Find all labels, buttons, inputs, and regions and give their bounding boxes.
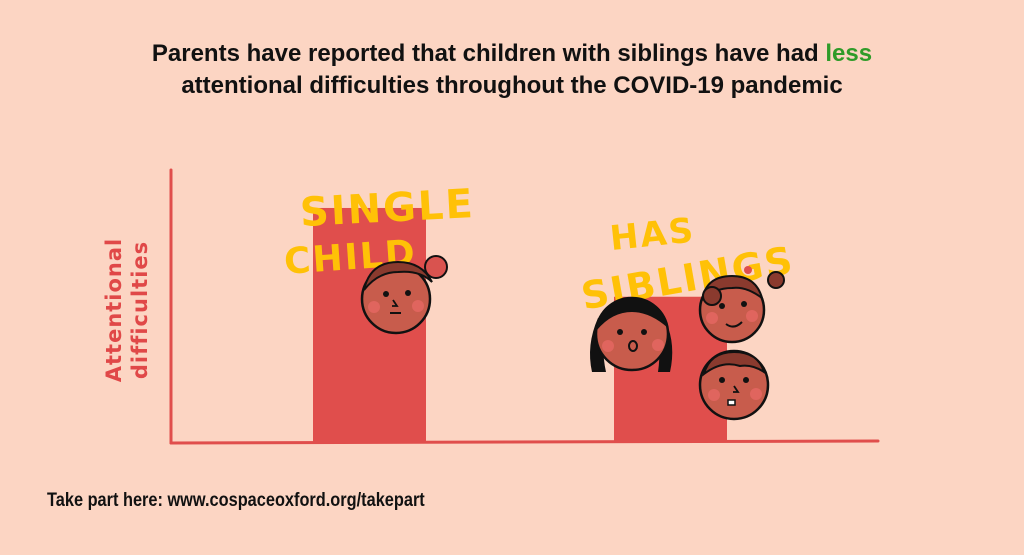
single-child-face-illustration <box>360 255 448 335</box>
title-line-1: Parents have reported that children with… <box>151 40 873 67</box>
y-axis-label: Attentional difficulties <box>102 238 152 383</box>
bar-label-single-child-line-1: SINGLE <box>299 181 476 236</box>
sibling-face-ponytail-illustration <box>698 266 785 344</box>
sibling-face-boy-illustration <box>698 349 770 421</box>
y-axis-label-line-1: Attentional <box>102 238 126 383</box>
sibling-face-girl-illustration <box>590 296 673 372</box>
y-axis-label-line-2: difficulties <box>128 241 152 379</box>
take-part-link-text: Take part here: www.cospaceoxford.org/ta… <box>47 490 425 511</box>
chart-title: Parents have reported that children with… <box>0 38 1024 102</box>
title-highlight: less <box>825 40 873 67</box>
x-axis <box>169 439 880 445</box>
title-line-2: attentional difficulties throughout the … <box>181 72 843 99</box>
bar-label-has-siblings-line-1: HAS <box>608 210 697 259</box>
